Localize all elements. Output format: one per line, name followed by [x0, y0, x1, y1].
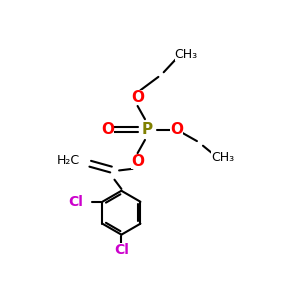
Text: O: O — [131, 154, 144, 169]
Text: CH₃: CH₃ — [175, 48, 198, 61]
Text: CH₃: CH₃ — [212, 151, 235, 164]
Text: Cl: Cl — [68, 195, 83, 209]
Text: O: O — [170, 122, 183, 137]
Text: O: O — [131, 90, 144, 105]
Text: Cl: Cl — [114, 243, 129, 257]
Text: O: O — [101, 122, 114, 137]
Text: P: P — [141, 122, 152, 137]
Text: H₂C: H₂C — [57, 154, 80, 166]
